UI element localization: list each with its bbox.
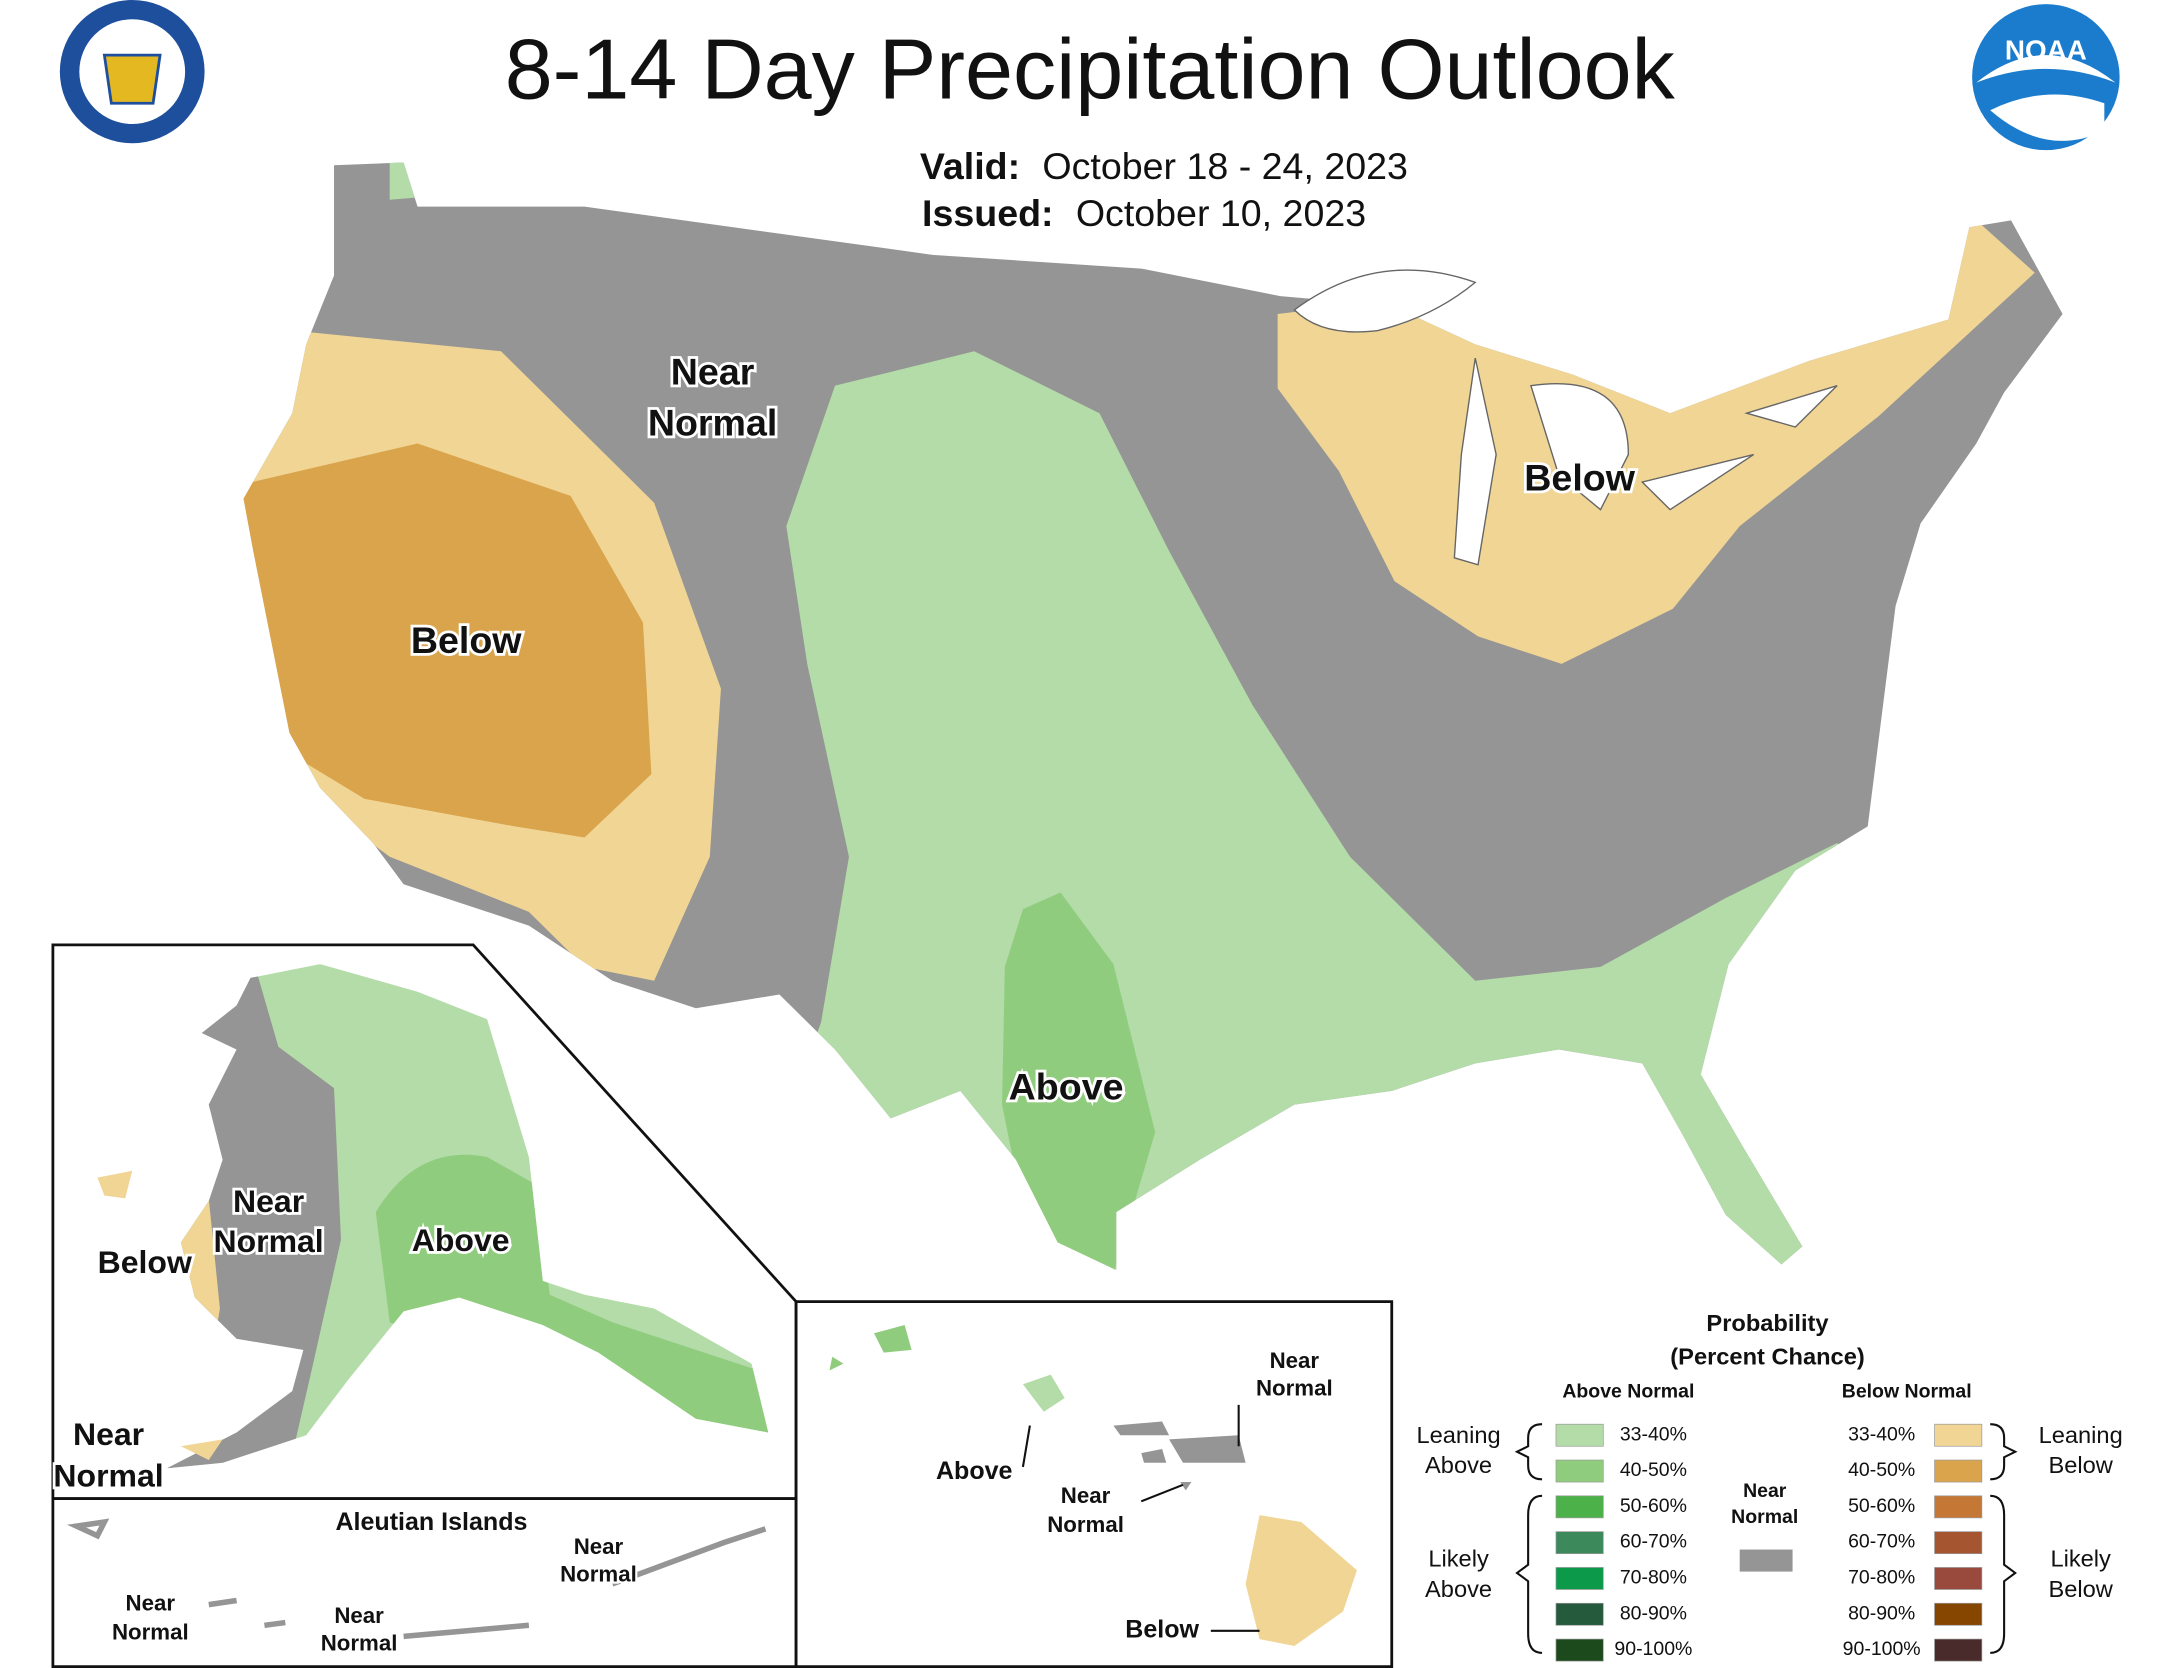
- oahu: [1022, 1374, 1065, 1412]
- region-label: Normal: [648, 402, 777, 444]
- big-island: [1245, 1515, 1357, 1646]
- legend-swatch: [1934, 1638, 1983, 1662]
- region-label: Near: [671, 351, 755, 393]
- leaning-above-region: [389, 162, 529, 200]
- leaning-below-region: [167, 1198, 220, 1378]
- legend-group: Below: [2048, 1576, 2113, 1602]
- inset-title: Aleutian Islands: [335, 1508, 527, 1536]
- legend-group: Above: [1425, 1576, 1492, 1602]
- issued-label: Issued:: [922, 192, 1054, 234]
- legend-swatch: [1555, 1423, 1604, 1447]
- legend-braces: [1514, 1423, 2018, 1654]
- legend-swatch: [1934, 1531, 1983, 1555]
- region-label: Normal: [1256, 1376, 1333, 1401]
- region-label: Near: [1270, 1348, 1320, 1373]
- noaa-gull: [1976, 55, 2116, 83]
- legend-group: Leaning: [1416, 1422, 1500, 1448]
- legend-range: 60-70%: [1848, 1531, 1915, 1553]
- region-label: Near: [233, 1183, 304, 1219]
- region-label: Normal: [53, 1457, 163, 1493]
- legend-group: Below: [2048, 1452, 2113, 1478]
- legend: Probability (Percent Chance) Above Norma…: [1416, 1310, 2123, 1662]
- legend-range: 50-60%: [1620, 1495, 1687, 1517]
- region-label: Near: [73, 1416, 144, 1452]
- legend-label: Near: [1743, 1480, 1787, 1502]
- region-label: Normal: [1047, 1512, 1124, 1537]
- below-40-50-region: [243, 443, 652, 838]
- leader-lines: [1021, 1404, 1260, 1632]
- legend-group: Above: [1425, 1452, 1492, 1478]
- legend-range: 70-80%: [1848, 1567, 1915, 1589]
- legend-label: Normal: [1731, 1506, 1798, 1528]
- noaa-wave: [1990, 94, 2105, 141]
- legend-swatch: [1739, 1549, 1793, 1572]
- noaa-logo-text: NOAA: [2005, 35, 2087, 66]
- region-label: Near: [574, 1534, 624, 1559]
- region-label: Below: [98, 1244, 192, 1280]
- region-label: Below: [411, 619, 523, 661]
- hawaii-inset-frame: [794, 1300, 1394, 1668]
- legend-header: Above Normal: [1562, 1381, 1694, 1403]
- region-label: Normal: [112, 1619, 189, 1644]
- legend-range: 60-70%: [1620, 1531, 1687, 1553]
- seal-shield: [102, 53, 162, 105]
- region-label: Near: [1061, 1483, 1111, 1508]
- valid-dates: October 18 - 24, 2023: [1042, 145, 1407, 187]
- legend-swatch: [1555, 1495, 1604, 1519]
- legend-title: Probability: [1706, 1310, 1828, 1336]
- legend-swatch: [1934, 1495, 1983, 1519]
- legend-group: Leaning: [2039, 1422, 2123, 1448]
- legend-range: 50-60%: [1848, 1495, 1915, 1517]
- legend-range: 33-40%: [1620, 1423, 1687, 1445]
- legend-range: 80-90%: [1848, 1602, 1915, 1624]
- legend-group: Likely: [2050, 1546, 2111, 1572]
- region-label: Normal: [321, 1631, 398, 1656]
- legend-swatch: [1934, 1602, 1983, 1626]
- legend-swatch: [1555, 1602, 1604, 1626]
- legend-swatch: [1555, 1531, 1604, 1555]
- legend-header: Below Normal: [1842, 1381, 1972, 1403]
- legend-range: 70-80%: [1620, 1567, 1687, 1589]
- legend-group: Likely: [1428, 1546, 1489, 1572]
- region-label: Normal: [560, 1562, 637, 1587]
- title: 8-14 Day Precipitation Outlook: [505, 22, 1676, 118]
- legend-range: 33-40%: [1848, 1423, 1915, 1445]
- legend-swatch: [1555, 1567, 1604, 1590]
- legend-range: 90-100%: [1614, 1638, 1692, 1660]
- region-label: Above: [412, 1222, 510, 1258]
- region-label: Near: [334, 1603, 384, 1628]
- maui-county: [1113, 1421, 1246, 1491]
- legend-range: 40-50%: [1848, 1459, 1915, 1481]
- legend-swatch: [1555, 1459, 1604, 1483]
- legend-swatch: [1555, 1638, 1604, 1662]
- legend-swatch: [1934, 1423, 1983, 1447]
- kauai: [829, 1325, 912, 1371]
- valid-label: Valid:: [920, 145, 1020, 187]
- region-label: Above: [1009, 1066, 1124, 1108]
- legend-range: 90-100%: [1843, 1638, 1921, 1660]
- region-label: Normal: [213, 1223, 323, 1259]
- issued-date: October 10, 2023: [1076, 192, 1366, 234]
- region-label: Above: [936, 1457, 1013, 1485]
- legend-swatch: [1934, 1567, 1983, 1590]
- great-lakes: [1293, 269, 1838, 566]
- region-label: Below: [1125, 1615, 1199, 1643]
- region-label: Near: [126, 1591, 176, 1616]
- above-40-50-region: [375, 1154, 769, 1447]
- legend-range: 40-50%: [1620, 1459, 1687, 1481]
- legend-subtitle: (Percent Chance): [1670, 1343, 1864, 1369]
- legend-range: 80-90%: [1620, 1602, 1687, 1624]
- legend-swatch: [1934, 1459, 1983, 1483]
- above-40-50-region: [1002, 892, 1156, 1270]
- aleutian-islands: [67, 1518, 767, 1640]
- region-label: Below: [1524, 457, 1636, 499]
